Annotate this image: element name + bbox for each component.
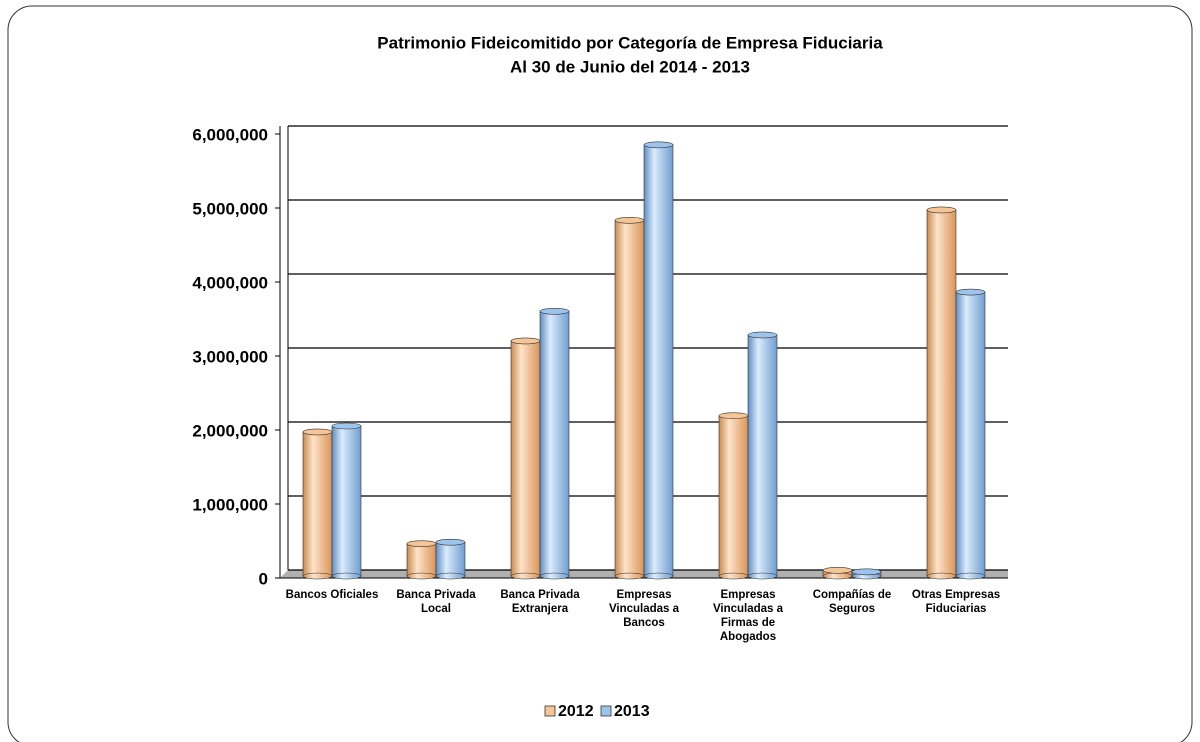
bar [539,307,570,580]
y-tick-label: 3,000,000 [192,347,268,366]
bar-body [302,431,333,577]
bar-bottom [955,572,986,580]
bar-body [539,310,570,577]
bar-body [510,340,541,577]
x-tick-label: Banca Privada Local [396,589,476,615]
bar-top [614,216,645,224]
chart-title: Patrimonio Fideicomitido por Categoría d… [377,33,883,52]
bar-body [406,543,437,577]
bar-bottom [747,572,778,580]
bar-bottom [510,572,541,580]
bar [331,422,362,580]
legend-label: 2013 [614,703,650,720]
y-tick-label: 6,000,000 [192,125,268,144]
bar [510,337,541,580]
bar-bottom [926,572,957,580]
bar-top [302,428,333,436]
x-tick-label: Compañías de Seguros [812,589,892,615]
x-tick-label: Empresas Vinculadas a Firmas de Abogados [712,589,784,643]
bar-bottom [331,572,362,580]
bar [955,288,986,580]
bar-top [406,540,437,547]
x-tick-label: Bancos Oficiales [285,589,379,601]
y-tick-label: 0 [259,569,268,588]
y-tick-label: 5,000,000 [192,199,268,218]
bar-bottom [435,572,466,580]
bar-body [331,425,362,577]
bar-top [643,141,674,149]
x-tick-label: Empresas Vinculadas a Bancos [608,589,680,629]
bar [614,216,645,580]
frame [7,5,1193,742]
bar [406,540,437,580]
bar-bottom [406,572,437,580]
bar-top [822,566,853,574]
bar-bottom [539,572,570,580]
bar-body [718,415,749,577]
y-tick-label: 2,000,000 [192,421,268,440]
bar-body [435,541,466,577]
bar-body [747,334,778,577]
bar [435,538,466,580]
chart-subtitle: Al 30 de Junio del 2014 - 2013 [510,57,750,76]
bar-bottom [643,572,674,580]
bar-top [926,206,957,214]
bar [926,206,957,580]
bar-top [718,412,749,419]
x-tick-label: Banca Privada Extranjera [500,589,580,615]
legend-swatch [544,705,556,717]
bar [718,412,749,580]
y-tick-label: 4,000,000 [192,273,268,292]
bar-body [955,291,986,577]
bar-top [435,538,466,546]
bar [851,568,882,580]
bar-top [955,288,986,296]
bar-body [643,144,674,577]
bar [302,428,333,580]
y-tick-label: 1,000,000 [192,495,268,514]
bar-top [510,337,541,345]
bar [822,566,853,580]
bar [643,141,674,580]
bar-body [614,219,645,577]
legend-swatch [600,705,612,717]
bar-body [926,209,957,577]
bar-top [747,331,778,339]
x-tick-label: Otras Empresas Fiduciarias [911,589,1001,615]
bar-top [851,568,882,576]
bar-bottom [718,572,749,580]
bar [747,331,778,580]
bar-top [539,307,570,315]
bar-bottom [302,572,333,580]
legend-label: 2012 [558,703,594,720]
bar-top [331,422,362,430]
bar-bottom [614,572,645,580]
bar-bottom [822,572,853,580]
